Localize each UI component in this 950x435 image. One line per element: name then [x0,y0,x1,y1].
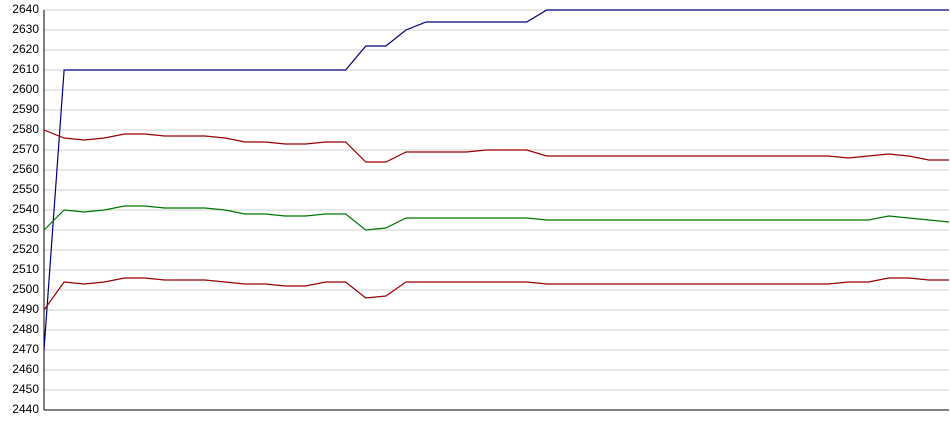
y-tick-label: 2560 [12,162,39,176]
y-tick-label: 2520 [12,242,39,256]
y-tick-label: 2450 [12,382,39,396]
y-tick-label: 2440 [12,402,39,416]
y-tick-label: 2470 [12,342,39,356]
y-tick-label: 2600 [12,82,39,96]
series-line [43,129,949,163]
y-tick-label: 2640 [12,2,39,16]
y-tick-label: 2570 [12,142,39,156]
y-tick-label: 2620 [12,42,39,56]
series-line [43,9,949,351]
series-line [43,205,950,231]
y-tick-label: 2550 [12,182,39,196]
y-tick-label: 2510 [12,262,39,276]
series-line [43,277,949,311]
y-tick-label: 2530 [12,222,39,236]
y-tick-label: 2500 [12,282,39,296]
y-tick-label: 2490 [12,302,39,316]
y-tick-label: 2480 [12,322,39,336]
y-tick-label: 2580 [12,122,39,136]
y-tick-label: 2610 [12,62,39,76]
y-tick-label: 2590 [12,102,39,116]
y-tick-label: 2540 [12,202,39,216]
y-tick-label: 2460 [12,362,39,376]
y-tick-label: 2630 [12,22,39,36]
